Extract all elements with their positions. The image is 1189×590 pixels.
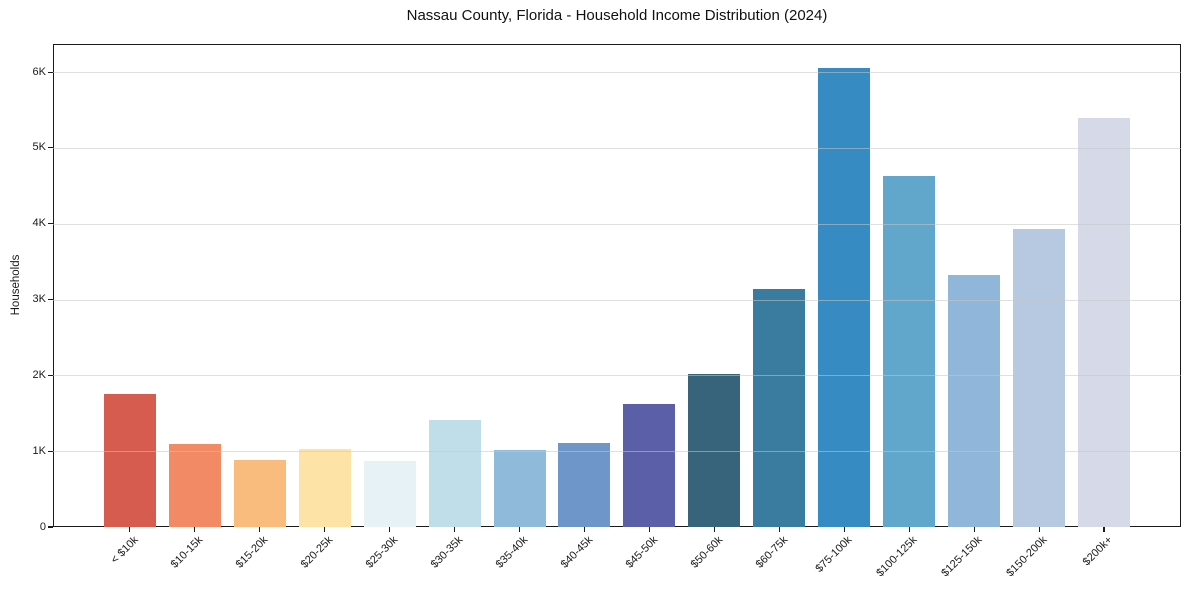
x-tick-mark xyxy=(324,527,326,532)
y-tick-label: 4K xyxy=(32,217,46,230)
x-tick-label: $45-50k xyxy=(623,534,660,571)
plot-area xyxy=(53,44,1181,527)
x-tick-mark xyxy=(843,527,845,532)
chart-title: Nassau County, Florida - Household Incom… xyxy=(406,7,828,24)
bar-9 xyxy=(623,404,676,527)
x-tick-label: $75-100k xyxy=(813,534,855,575)
y-tick-mark xyxy=(48,450,53,452)
x-tick-label: $50-60k xyxy=(688,534,725,571)
x-tick-mark xyxy=(583,527,586,532)
bar-4 xyxy=(298,449,351,527)
x-tick-mark xyxy=(648,527,650,532)
x-tick-label: $10-15k xyxy=(168,534,206,571)
x-tick-label: $25-30k xyxy=(363,534,401,571)
bar-5 xyxy=(363,461,416,527)
gridline-5000 xyxy=(53,147,1181,149)
x-tick-label: $100-125k xyxy=(874,534,920,580)
bar-11 xyxy=(753,288,806,527)
x-tick-mark xyxy=(1103,527,1105,532)
x-tick-mark xyxy=(713,527,715,532)
x-tick-mark xyxy=(129,527,131,532)
x-tick-mark xyxy=(454,527,456,532)
x-tick-label: $150-200k xyxy=(1004,534,1050,580)
y-tick-label: 0 xyxy=(39,520,46,533)
y-axis-label: Households xyxy=(10,254,22,316)
gridline-1000 xyxy=(53,451,1181,453)
gridline-4000 xyxy=(53,223,1181,225)
x-tick-mark xyxy=(194,527,196,532)
y-tick-label: 1K xyxy=(32,444,46,457)
bar-7 xyxy=(493,450,546,527)
x-tick-label: $30-35k xyxy=(428,534,466,571)
y-tick-label: 3K xyxy=(32,293,46,305)
x-tick-label: $125-150k xyxy=(939,534,985,580)
x-tick-mark xyxy=(1038,527,1040,532)
x-tick-mark xyxy=(259,527,261,532)
y-tick-label: 6K xyxy=(32,65,46,78)
bar-2 xyxy=(168,443,221,527)
y-tick-label: 2K xyxy=(32,368,46,381)
y-tick-mark xyxy=(48,298,53,301)
bar-10 xyxy=(688,374,741,527)
bar-8 xyxy=(558,442,611,527)
x-tick-label: $200k+ xyxy=(1080,534,1115,569)
x-tick-mark xyxy=(518,527,521,532)
gridline-2000 xyxy=(53,375,1181,377)
bar-16 xyxy=(1078,117,1130,527)
gridline-3000 xyxy=(53,299,1181,301)
bar-15 xyxy=(1013,228,1066,527)
bar-13 xyxy=(883,176,936,527)
y-tick-label: 5K xyxy=(32,141,46,154)
bar-3 xyxy=(233,459,286,527)
bar-1 xyxy=(103,393,156,527)
gridline-6000 xyxy=(53,72,1181,74)
x-tick-mark xyxy=(908,527,910,532)
y-tick-mark xyxy=(48,223,53,225)
x-tick-mark xyxy=(778,527,780,532)
x-tick-label: $40-45k xyxy=(558,534,595,571)
x-tick-label: $35-40k xyxy=(493,534,530,571)
x-tick-mark xyxy=(973,527,975,532)
bar-12 xyxy=(818,67,871,527)
x-tick-label: $60-75k xyxy=(753,534,790,571)
y-tick-mark xyxy=(48,147,53,149)
x-tick-label: < $10k xyxy=(108,534,141,567)
x-tick-label: $20-25k xyxy=(298,534,336,571)
bar-6 xyxy=(428,420,481,527)
bar-14 xyxy=(948,274,1001,527)
y-tick-mark xyxy=(48,71,53,73)
x-tick-mark xyxy=(389,527,391,532)
y-tick-mark xyxy=(48,526,53,528)
x-tick-label: $15-20k xyxy=(233,534,271,571)
y-tick-mark xyxy=(48,374,53,376)
